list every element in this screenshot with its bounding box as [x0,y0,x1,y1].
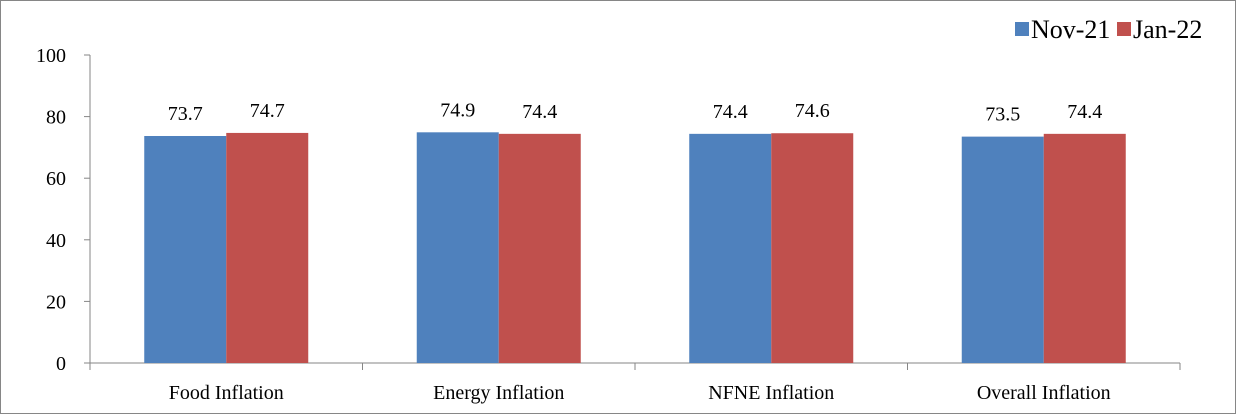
bar-nov-21-nfne-inflation [689,133,772,363]
data-label: 74.9 [440,99,475,121]
y-tick-label: 60 [46,168,66,190]
x-axis-ticks [89,363,1181,370]
y-axis-ticks: 0 20 40 60 80 100 [36,45,90,375]
data-labels: 73.7 74.7 74.9 74.4 74.4 74.6 73.5 74.4 [168,99,1103,125]
bar-jan-22-nfne-inflation [771,133,854,363]
bar-jan-22-food-inflation [226,132,309,363]
data-label: 74.4 [522,101,557,123]
category-label: Food Inflation [169,382,284,404]
legend-label-jan-22: Jan-22 [1133,15,1202,44]
data-label: 74.6 [795,100,830,122]
y-tick-label: 0 [56,353,66,375]
y-tick-label: 100 [36,45,66,67]
category-label: Overall Inflation [977,382,1111,404]
bar-nov-21-energy-inflation [416,132,499,363]
legend: Nov-21 Jan-22 [1015,15,1202,44]
data-label: 74.4 [713,101,748,123]
legend-swatch-nov-21 [1015,22,1029,36]
category-label: Energy Inflation [433,382,564,404]
bar-nov-21-overall-inflation [961,136,1044,363]
legend-swatch-jan-22 [1117,22,1131,36]
legend-label-nov-21: Nov-21 [1031,15,1110,44]
category-label: NFNE Inflation [708,382,834,404]
data-label: 74.7 [250,100,285,122]
data-label: 74.4 [1067,101,1102,123]
data-label: 73.5 [985,104,1020,126]
bars [144,132,1126,363]
y-tick-label: 80 [46,107,66,129]
y-tick-label: 40 [46,230,66,252]
y-tick-label: 20 [46,291,66,313]
bar-jan-22-overall-inflation [1043,133,1126,363]
bar-jan-22-energy-inflation [498,133,581,363]
bar-nov-21-food-inflation [144,136,227,363]
category-labels: Food Inflation Energy Inflation NFNE Infla… [169,382,1111,404]
data-label: 73.7 [168,103,203,125]
